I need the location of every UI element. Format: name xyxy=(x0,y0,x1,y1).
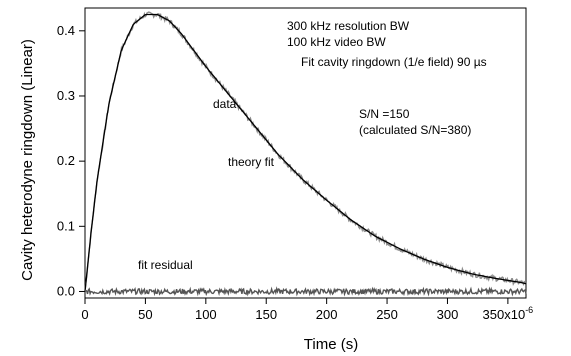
annotation-residual-label: fit residual xyxy=(138,258,193,272)
plot-area xyxy=(84,7,527,299)
series-line-1 xyxy=(84,13,527,292)
x-tick-label: 0 xyxy=(81,307,88,322)
y-tick-label: 0.3 xyxy=(57,88,75,103)
x-tick-label: 100 xyxy=(195,307,217,322)
axis-ticks: 0 50 100 150 200 250 300 350x10-6 0.0 0.1 0.2 0.3 0.… xyxy=(57,23,533,322)
x-tick-label: 150 xyxy=(255,307,277,322)
annotation-snr-calculated: (calculated S/N=380) xyxy=(359,123,471,137)
x-axis-exponent: -6 xyxy=(525,305,533,315)
series-line-2 xyxy=(84,286,527,297)
annotation-data-label: data xyxy=(213,97,237,111)
x-tick-label: 200 xyxy=(316,307,338,322)
x-tick-label: 250 xyxy=(376,307,398,322)
y-tick-label: 0.0 xyxy=(57,283,75,298)
annotation-snr: S/N =150 xyxy=(359,107,410,121)
annotation-info-line2: 100 kHz video BW xyxy=(287,35,386,49)
x-tick-label: 300 xyxy=(437,307,459,322)
annotation-info-line3: Fit cavity ringdown (1/e field) 90 µs xyxy=(301,55,487,69)
y-tick-label: 0.1 xyxy=(57,218,75,233)
series-layer xyxy=(84,11,527,297)
x-axis-title: Time (s) xyxy=(304,336,358,353)
x-tick-label: 350x10-6 xyxy=(483,305,534,322)
annotation-fit-label: theory fit xyxy=(228,155,275,169)
series-line-0 xyxy=(84,11,527,292)
y-tick-label: 0.4 xyxy=(57,23,75,38)
x-tick-label: 50 xyxy=(138,307,152,322)
plot-frame xyxy=(84,7,527,299)
annotation-info-line1: 300 kHz resolution BW xyxy=(287,19,410,33)
y-tick-label: 0.2 xyxy=(57,153,75,168)
y-axis-title: Cavity heterodyne ringdown (Linear) xyxy=(19,39,36,281)
